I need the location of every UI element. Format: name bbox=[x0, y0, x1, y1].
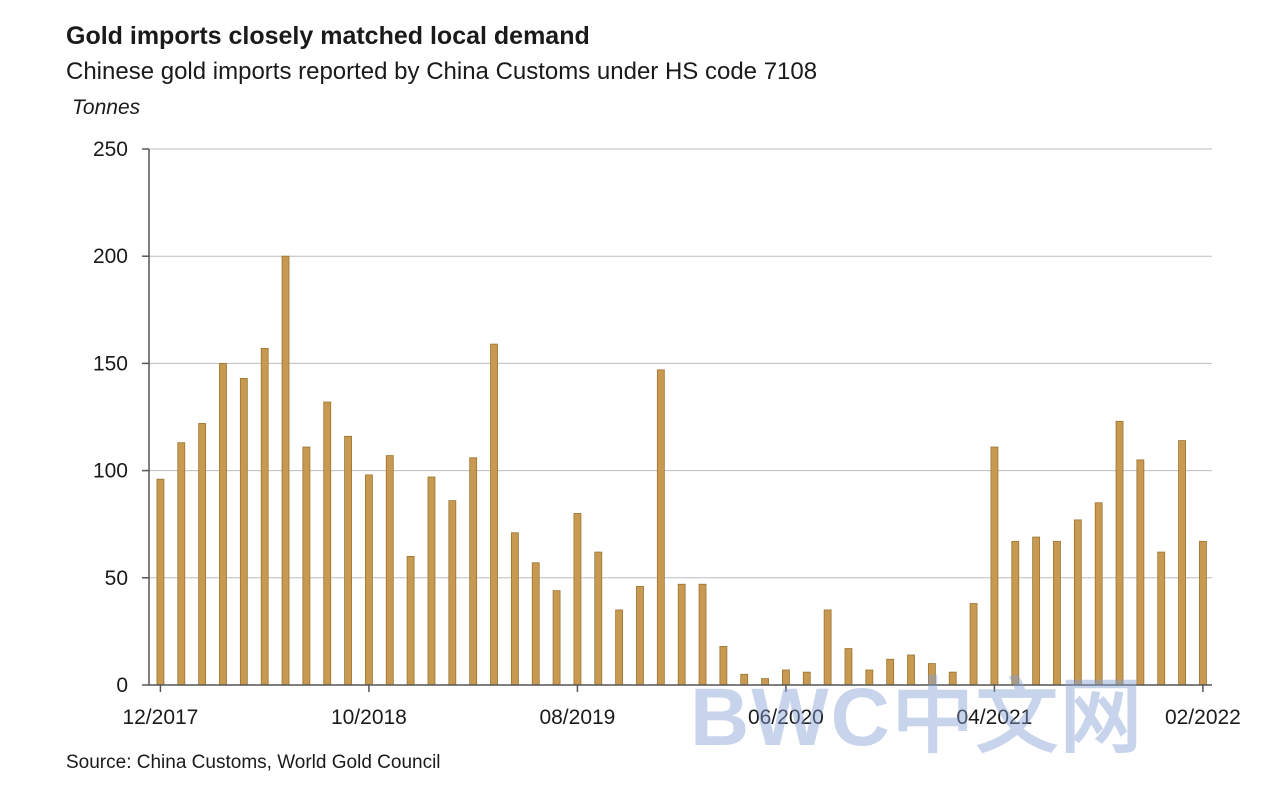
y-tick-label: 100 bbox=[93, 460, 128, 483]
bar bbox=[177, 442, 186, 686]
bar bbox=[323, 401, 332, 686]
bar bbox=[239, 378, 248, 686]
axes bbox=[142, 148, 1212, 692]
y-tick-label: 50 bbox=[105, 567, 128, 590]
bar bbox=[677, 583, 686, 686]
source-note: Source: China Customs, World Gold Counci… bbox=[66, 752, 441, 773]
bar bbox=[490, 343, 498, 686]
bar bbox=[1178, 440, 1186, 686]
x-tick-label: 08/2019 bbox=[539, 706, 615, 729]
bar bbox=[636, 585, 644, 686]
x-tick-label: 06/2020 bbox=[748, 706, 824, 729]
bar bbox=[615, 609, 624, 686]
bar bbox=[469, 457, 478, 686]
watermark: BWC中文网 bbox=[690, 672, 1144, 763]
bar bbox=[573, 513, 582, 686]
bar bbox=[365, 474, 373, 686]
bar bbox=[281, 255, 290, 686]
bar bbox=[656, 369, 665, 686]
bar bbox=[1157, 551, 1166, 686]
bar bbox=[510, 532, 519, 686]
bar bbox=[385, 455, 394, 686]
bar bbox=[198, 423, 207, 686]
bar bbox=[1115, 420, 1124, 686]
bar bbox=[260, 347, 269, 686]
bar bbox=[302, 446, 311, 686]
bar bbox=[427, 476, 436, 686]
chart-subtitle: Chinese gold imports reported by China C… bbox=[66, 58, 818, 85]
bar bbox=[156, 478, 165, 686]
y-tick-label: 200 bbox=[93, 245, 128, 268]
x-tick-label: 10/2018 bbox=[331, 706, 407, 729]
bar bbox=[552, 590, 561, 686]
bar bbox=[531, 562, 540, 686]
y-tick-label: 0 bbox=[116, 674, 128, 697]
bar bbox=[219, 362, 227, 686]
x-tick-label: 02/2022 bbox=[1165, 706, 1241, 729]
x-tick-label: 12/2017 bbox=[122, 706, 198, 729]
y-tick-label: 150 bbox=[93, 352, 128, 375]
y-axis-unit-label: Tonnes bbox=[72, 96, 141, 119]
bars bbox=[156, 255, 1207, 686]
bar bbox=[406, 555, 415, 686]
x-tick-label: 04/2021 bbox=[956, 706, 1032, 729]
tick-labels: 0 50 100 150 200 250 12/2017 10/2018 08/2019 06/2… bbox=[93, 138, 1241, 729]
chart-title: Gold imports closely matched local deman… bbox=[66, 22, 590, 50]
bar bbox=[1199, 540, 1207, 686]
y-tick-label: 250 bbox=[93, 138, 128, 161]
bar bbox=[594, 551, 603, 686]
bar bbox=[448, 500, 457, 686]
bar bbox=[344, 435, 352, 686]
